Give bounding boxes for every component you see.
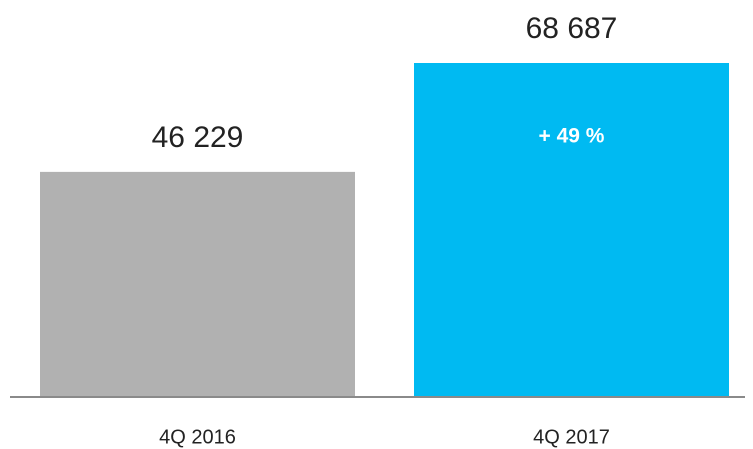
value-label: 46 229 (152, 121, 244, 154)
x-tick-label: 4Q 2016 (159, 426, 236, 448)
bar (414, 63, 729, 396)
bar (40, 171, 355, 396)
value-label: 68 687 (526, 12, 618, 45)
x-tick-label: 4Q 2017 (533, 426, 610, 448)
annotation: + 49 % (539, 125, 605, 148)
